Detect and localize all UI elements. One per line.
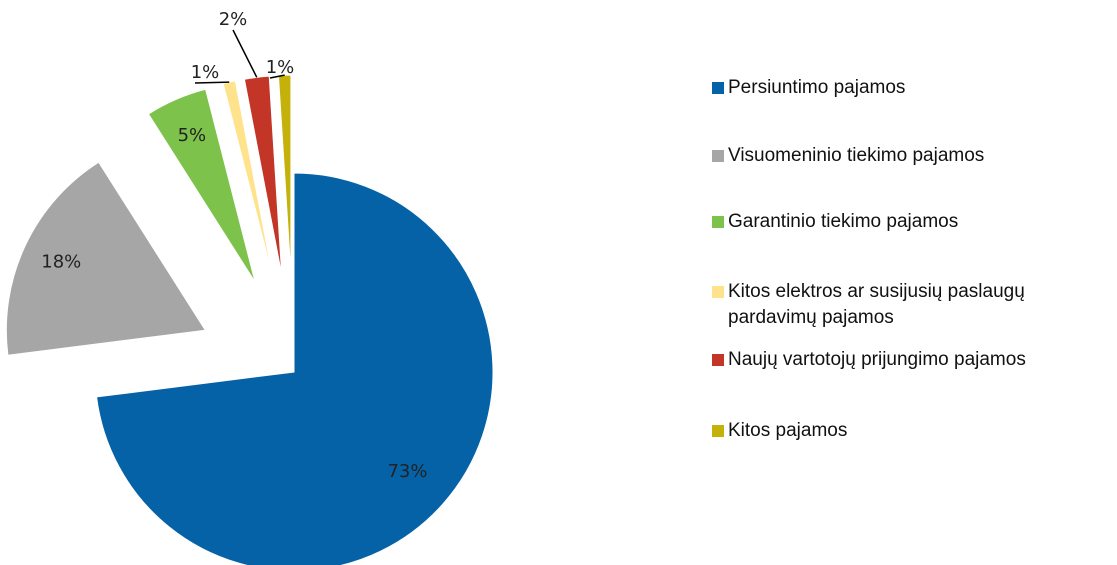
pie-slice bbox=[96, 172, 494, 565]
legend-swatch bbox=[712, 354, 724, 366]
data-label: 5% bbox=[178, 125, 207, 146]
legend-label: Kitos elektros ar susijusių paslaugų par… bbox=[728, 281, 1025, 328]
pie-slice bbox=[222, 80, 274, 277]
legend-swatch bbox=[712, 82, 724, 94]
legend-item: Kitos elektros ar susijusių paslaugų par… bbox=[712, 279, 1112, 331]
legend-swatch bbox=[712, 286, 724, 298]
leader-line bbox=[194, 81, 230, 84]
legend-item: Naujų vartotojų prijungimo pajamos bbox=[712, 347, 1112, 373]
pie-slice bbox=[147, 88, 256, 283]
legend-swatch bbox=[712, 425, 724, 437]
data-label: 1% bbox=[266, 57, 295, 78]
legend-swatch bbox=[712, 150, 724, 162]
legend-item: Visuomeninio tiekimo pajamos bbox=[712, 143, 1112, 169]
chart: 73% 18% 5% 1% 2% 1% bbox=[5, 9, 494, 565]
data-label: 2% bbox=[219, 9, 248, 30]
legend-label: Visuomeninio tiekimo pajamos bbox=[728, 145, 985, 166]
pie-slice bbox=[5, 161, 207, 356]
legend-swatch bbox=[712, 216, 724, 228]
legend-item: Garantinio tiekimo pajamos bbox=[712, 209, 1112, 235]
data-label: 18% bbox=[41, 251, 81, 272]
legend-label: Garantinio tiekimo pajamos bbox=[728, 211, 959, 232]
legend-item: Persiuntimo pajamos bbox=[712, 75, 1112, 101]
data-label: 1% bbox=[191, 62, 220, 83]
legend-label: Persiuntimo pajamos bbox=[728, 77, 906, 98]
legend-label: Naujų vartotojų prijungimo pajamos bbox=[728, 349, 1026, 370]
legend-item: Kitos pajamos bbox=[712, 418, 1112, 444]
leader-line bbox=[269, 74, 285, 79]
leader-line bbox=[232, 29, 258, 78]
legend-label: Kitos pajamos bbox=[728, 420, 848, 441]
pie-slice bbox=[277, 74, 292, 275]
data-label: 73% bbox=[387, 461, 427, 482]
